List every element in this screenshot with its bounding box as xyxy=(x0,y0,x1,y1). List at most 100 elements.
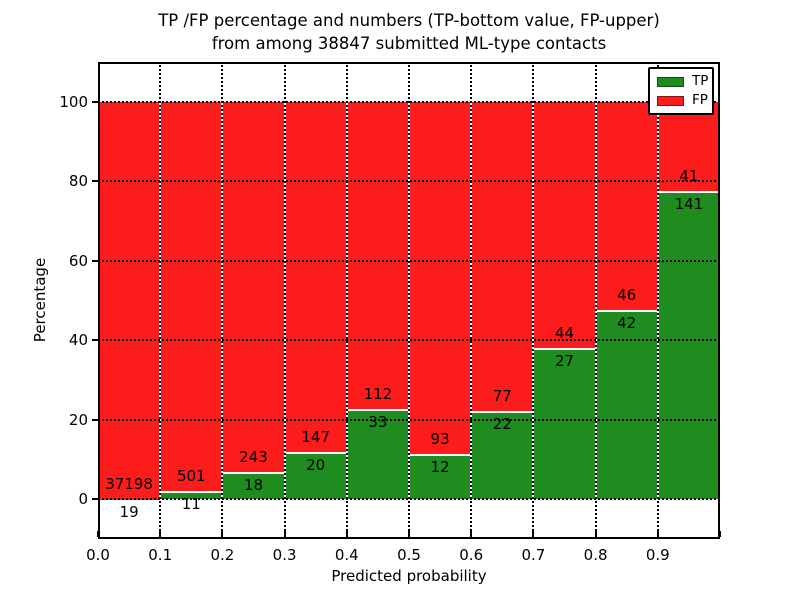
tp-count-label: 19 xyxy=(119,503,139,522)
tp-count-label: 22 xyxy=(492,414,512,433)
x-tick-label: 0.3 xyxy=(272,546,297,564)
bar-group xyxy=(160,101,223,500)
fp-bar-segment xyxy=(596,101,657,310)
fp-bar-segment xyxy=(285,101,346,452)
tp-count-label: 12 xyxy=(430,457,450,476)
h-gridline xyxy=(98,100,720,103)
bar-group xyxy=(346,101,409,500)
y-tick-label: 80 xyxy=(68,172,88,191)
legend-item: FP xyxy=(657,92,708,108)
legend-label: TP xyxy=(692,73,709,89)
tp-count-label: 33 xyxy=(368,412,388,431)
fp-count-label: 44 xyxy=(554,324,575,343)
fp-count-label: 77 xyxy=(492,386,512,405)
y-tick-mark xyxy=(92,498,98,501)
legend: TP FP xyxy=(648,67,714,115)
fp-bar-segment xyxy=(534,101,595,349)
bar-group xyxy=(533,101,596,500)
fp-bar-segment xyxy=(161,101,222,491)
fp-bar-segment xyxy=(223,101,284,472)
v-gridline xyxy=(532,62,535,539)
x-tick-mark xyxy=(656,531,659,537)
x-tick-mark xyxy=(470,531,473,537)
x-tick-mark xyxy=(345,531,348,537)
tp-bar-segment xyxy=(658,191,719,500)
h-gridline xyxy=(98,339,720,342)
fp-legend-swatch xyxy=(657,95,684,106)
v-gridline xyxy=(221,62,224,539)
h-gridline xyxy=(98,180,720,183)
y-tick-label: 100 xyxy=(59,92,88,111)
tp-bar-segment xyxy=(596,309,657,500)
y-tick-label: 40 xyxy=(68,331,88,350)
fp-bar-segment xyxy=(472,101,533,411)
fp-bar-segment xyxy=(347,101,408,409)
tp-count-label: 11 xyxy=(181,494,201,513)
x-tick-label: 0.6 xyxy=(459,546,484,564)
tp-count-label: 27 xyxy=(554,352,575,371)
y-tick-mark xyxy=(92,339,98,342)
y-tick-label: 0 xyxy=(78,490,88,509)
x-tick-label: 0.8 xyxy=(583,546,608,564)
v-gridline xyxy=(470,62,473,539)
tp-bar-segment xyxy=(285,451,346,500)
chart-title-line2: from among 38847 submitted ML-type conta… xyxy=(211,34,607,53)
x-tick-label: 0.1 xyxy=(148,546,173,564)
fp-bar-segment xyxy=(658,101,719,192)
x-tick-label: 0.7 xyxy=(521,546,546,564)
fp-count-label: 112 xyxy=(363,384,393,403)
legend-label: FP xyxy=(692,92,708,108)
h-gridline xyxy=(98,259,720,262)
y-tick-mark xyxy=(92,100,98,103)
tp-count-label: 20 xyxy=(306,455,326,474)
fp-count-label: 41 xyxy=(679,167,699,186)
tp-bar-segment xyxy=(534,348,595,500)
x-tick-mark xyxy=(97,531,99,537)
chart-title: TP /FP percentage and numbers (TP-bottom… xyxy=(98,9,720,55)
y-tick-mark xyxy=(92,180,98,183)
tp-count-label: 42 xyxy=(617,313,637,332)
fp-count-label: 501 xyxy=(176,466,206,485)
tp-bar-segment xyxy=(161,490,222,500)
x-tick-mark xyxy=(283,531,286,537)
fp-bar-segment xyxy=(99,101,160,500)
x-tick-label: 0.0 xyxy=(86,546,110,564)
bar-group xyxy=(98,101,161,500)
bar-group xyxy=(657,101,720,500)
fp-count-label: 147 xyxy=(301,427,330,446)
tp-bar-segment xyxy=(472,410,533,500)
v-gridline xyxy=(408,62,410,539)
x-tick-mark xyxy=(719,531,721,537)
v-gridline xyxy=(594,62,597,539)
bar-group xyxy=(471,101,534,500)
y-tick-mark xyxy=(92,259,98,262)
bar-group xyxy=(222,101,285,500)
fp-bar-segment xyxy=(410,101,471,454)
y-axis-label: Percentage xyxy=(31,257,49,343)
tp-bar-segment xyxy=(347,408,408,500)
y-tick-label: 60 xyxy=(68,251,88,270)
bar-group xyxy=(409,101,472,500)
x-tick-mark xyxy=(532,531,535,537)
y-tick-mark xyxy=(92,418,98,421)
x-tick-mark xyxy=(221,531,224,537)
tp-count-label: 141 xyxy=(674,195,704,214)
y-tick-label: 20 xyxy=(68,410,88,429)
v-gridline xyxy=(345,62,348,539)
h-gridline xyxy=(98,418,720,421)
x-tick-mark xyxy=(594,531,597,537)
tp-bar-segment xyxy=(410,453,471,500)
x-tick-label: 0.4 xyxy=(334,546,359,564)
fp-count-label: 37198 xyxy=(105,475,153,494)
v-gridline xyxy=(656,62,659,539)
x-tick-mark xyxy=(408,531,410,537)
fp-count-label: 46 xyxy=(617,285,637,304)
tp-bar-segment xyxy=(223,471,284,500)
plot-area: 37198 19 501 11 243 18 147 20 112 33 93 12 77 22 44 27 4… xyxy=(97,62,721,539)
v-gridline xyxy=(283,62,286,539)
fp-count-label: 243 xyxy=(239,447,268,466)
tp-legend-swatch xyxy=(657,76,684,87)
fp-count-label: 93 xyxy=(430,429,450,448)
x-tick-label: 0.9 xyxy=(645,546,670,564)
